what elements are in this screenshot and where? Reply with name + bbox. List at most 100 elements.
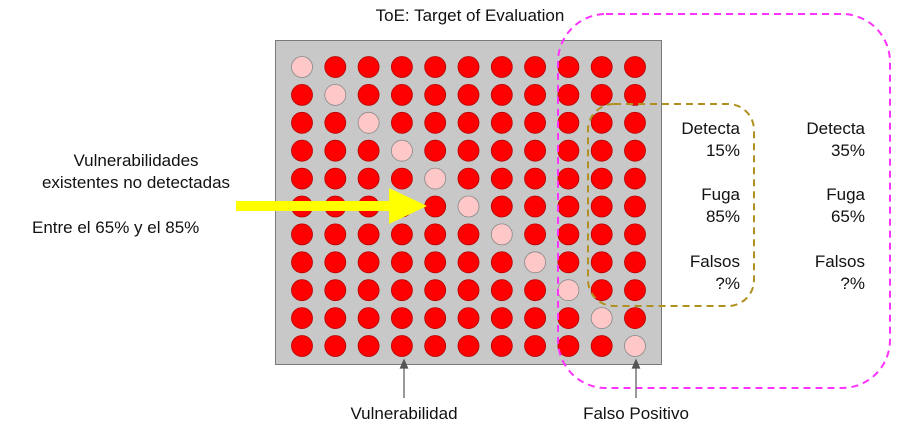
- vulnerability-dot: [357, 251, 380, 274]
- vulnerability-dot: [324, 279, 347, 302]
- vulnerability-dot: [357, 56, 380, 78]
- vulnerability-dot: [390, 167, 413, 190]
- false-positive-dot: [490, 223, 513, 246]
- vulnerability-dot: [557, 223, 580, 246]
- vulnerability-dot: [590, 84, 613, 106]
- vulnerability-dot: [424, 279, 447, 302]
- inner-detecta-label: Detecta: [681, 119, 740, 138]
- vulnerability-dot: [590, 56, 613, 78]
- vulnerability-dot: [324, 167, 347, 190]
- false-positive-label: Falso Positivo: [583, 404, 689, 423]
- undetected-range: Entre el 65% y el 85%: [32, 218, 200, 237]
- vulnerability-dot: [291, 167, 313, 190]
- vulnerability-dot: [590, 279, 613, 302]
- vulnerability-dot: [557, 111, 580, 134]
- vulnerability-dot: [524, 195, 546, 218]
- vulnerability-dot: [490, 111, 513, 134]
- vulnerability-dot: [357, 167, 380, 190]
- vulnerability-dot: [291, 279, 313, 302]
- vulnerability-dot: [590, 335, 613, 357]
- vulnerability-dot: [557, 335, 580, 357]
- false-positive-dot: [457, 195, 480, 218]
- vulnerability-dot: [424, 307, 447, 330]
- vulnerability-dot: [490, 307, 513, 330]
- vulnerability-dot: [424, 335, 447, 357]
- vulnerability-dot: [424, 251, 447, 274]
- vulnerability-dot: [324, 335, 347, 357]
- vulnerability-dot: [557, 195, 580, 218]
- outer-fuga: Fuga 65%: [775, 184, 865, 228]
- vulnerability-dot: [624, 307, 646, 330]
- vulnerability-dot: [590, 195, 613, 218]
- vulnerability-dot: [624, 84, 646, 106]
- vulnerability-dot: [524, 223, 546, 246]
- vulnerability-dot: [624, 195, 646, 218]
- vulnerability-dot: [291, 307, 313, 330]
- vulnerability-dot: [490, 167, 513, 190]
- vulnerability-dot: [390, 335, 413, 357]
- vulnerability-dot: [590, 139, 613, 162]
- vulnerability-dot: [590, 167, 613, 190]
- undetected-arrow: [236, 188, 427, 224]
- vulnerability-dot: [457, 279, 480, 302]
- vulnerability-dot: [590, 223, 613, 246]
- vulnerability-pointer: [399, 358, 409, 398]
- undetected-label: Vulnerabilidades existentes no detectada…: [18, 150, 254, 194]
- vulnerability-dot: [557, 307, 580, 330]
- false-positive-dot: [291, 56, 313, 78]
- diagram-title: ToE: Target of Evaluation: [375, 6, 565, 25]
- vulnerability-dot: [291, 251, 313, 274]
- vulnerability-dot: [557, 167, 580, 190]
- outer-falsos: Falsos ?%: [775, 251, 865, 295]
- outer-falsos-value: ?%: [840, 274, 865, 293]
- vulnerability-dot: [390, 56, 413, 78]
- vulnerability-label: Vulnerabilidad: [350, 404, 458, 423]
- vulnerability-dot: [357, 223, 380, 246]
- vulnerability-dot: [457, 251, 480, 274]
- vulnerability-dot: [324, 111, 347, 134]
- vulnerability-dot: [324, 56, 347, 78]
- vulnerability-dot: [390, 307, 413, 330]
- vulnerability-dot: [524, 139, 546, 162]
- vulnerability-dot: [357, 279, 380, 302]
- vulnerability-dot: [457, 335, 480, 357]
- undetected-line2: existentes no detectadas: [41, 173, 231, 192]
- vulnerability-dot: [624, 56, 646, 78]
- inner-falsos-value: ?%: [715, 274, 740, 293]
- vulnerability-dot: [524, 335, 546, 357]
- vulnerability-dot: [291, 84, 313, 106]
- outer-falsos-label: Falsos: [814, 252, 865, 271]
- false-positive-dot: [590, 307, 613, 330]
- vulnerability-dot: [357, 84, 380, 106]
- vulnerability-dot: [624, 223, 646, 246]
- false-positive-dot: [557, 279, 580, 302]
- inner-falsos-label: Falsos: [689, 252, 740, 271]
- vulnerability-dot: [557, 56, 580, 78]
- vulnerability-dot: [291, 335, 313, 357]
- outer-detecta-label: Detecta: [806, 119, 865, 138]
- false-positive-dot: [424, 167, 447, 190]
- vulnerability-dot: [490, 139, 513, 162]
- vulnerability-dot: [524, 111, 546, 134]
- vulnerability-dot: [490, 251, 513, 274]
- vulnerability-dot: [424, 139, 447, 162]
- vulnerability-dot: [457, 307, 480, 330]
- vulnerability-dot: [457, 139, 480, 162]
- vulnerability-dot: [490, 56, 513, 78]
- inner-detecta-value: 15%: [705, 141, 740, 160]
- vulnerability-dot: [624, 167, 646, 190]
- vulnerability-dot: [590, 251, 613, 274]
- false-positive-dot: [324, 84, 347, 106]
- vulnerability-dot: [357, 307, 380, 330]
- false-positive-dot: [390, 139, 413, 162]
- vulnerability-dot: [424, 56, 447, 78]
- outer-fuga-label: Fuga: [826, 185, 865, 204]
- vulnerability-dot: [524, 56, 546, 78]
- vulnerability-dot: [490, 195, 513, 218]
- inner-fuga-label: Fuga: [701, 185, 740, 204]
- vulnerability-dot: [390, 251, 413, 274]
- vulnerability-dot: [524, 84, 546, 106]
- inner-detection-region: [587, 103, 755, 307]
- inner-fuga-value: 85%: [705, 207, 740, 226]
- vulnerability-dot: [624, 111, 646, 134]
